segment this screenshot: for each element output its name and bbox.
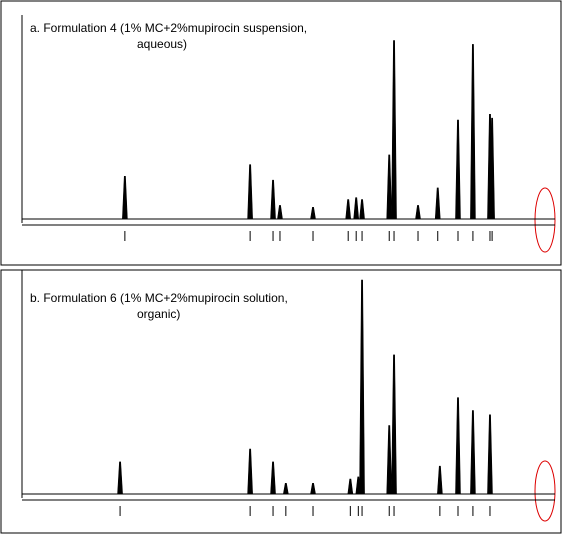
peak — [277, 205, 283, 220]
panel-border — [0, 269, 562, 534]
peak — [470, 44, 476, 220]
peak — [487, 414, 493, 495]
peak — [455, 397, 461, 495]
highlight-ellipse — [534, 460, 556, 522]
peak — [489, 117, 495, 220]
peak — [359, 279, 365, 495]
peak — [310, 483, 316, 495]
peak — [122, 176, 128, 220]
peak — [353, 197, 360, 220]
peak — [282, 483, 289, 495]
panel-title: b. Formulation 6 (1% MC+2%mupirocin solu… — [30, 291, 288, 305]
panel-subtitle: aqueous) — [137, 37, 187, 51]
panel-title: a. Formulation 4 (1% MC+2%mupirocin susp… — [30, 21, 307, 35]
peak — [415, 205, 421, 220]
peak — [386, 425, 393, 495]
peak — [345, 199, 352, 220]
peak — [310, 207, 316, 220]
peak — [247, 448, 253, 495]
peak — [270, 461, 276, 495]
peak — [391, 354, 397, 495]
peak — [437, 465, 443, 495]
panel-border — [0, 0, 562, 266]
peak — [386, 154, 393, 220]
peak — [455, 119, 461, 220]
peak — [391, 40, 397, 220]
highlight-ellipse — [534, 187, 556, 253]
peak — [470, 410, 476, 495]
peak — [434, 187, 441, 220]
peak — [347, 478, 354, 495]
peak — [117, 461, 123, 495]
peak — [270, 179, 276, 220]
peak — [247, 164, 253, 220]
peak — [359, 199, 365, 220]
panel-subtitle: organic) — [137, 307, 180, 321]
